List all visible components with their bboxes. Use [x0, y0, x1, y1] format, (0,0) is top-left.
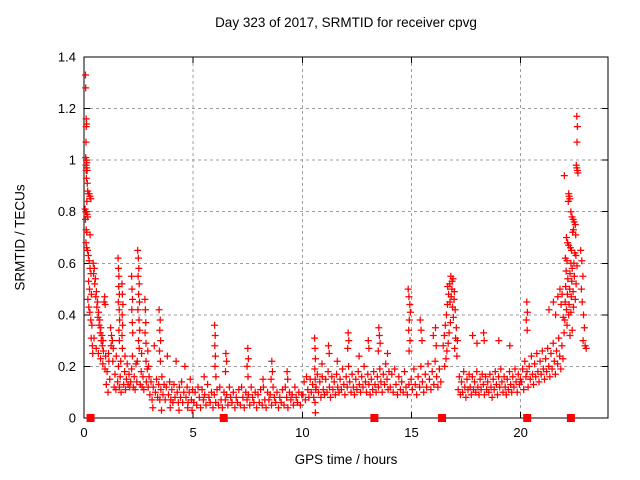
x-tick-label: 20: [513, 425, 527, 440]
scatter-points: [81, 71, 590, 417]
y-tick-label: 1.2: [58, 101, 76, 116]
x-tick-label: 0: [80, 425, 87, 440]
chart-title: Day 323 of 2017, SRMTID for receiver cpv…: [215, 15, 477, 30]
y-tick-label: 0.8: [58, 204, 76, 219]
axis-gap-marker: [219, 414, 228, 422]
axis-gap-marker: [566, 414, 575, 422]
y-tick-label: 0: [69, 411, 76, 426]
gridlines: [84, 57, 608, 418]
plot-border: [83, 56, 609, 419]
x-tick-label: 5: [190, 425, 197, 440]
axis-gap-marker: [438, 414, 447, 422]
x-tick-label: 15: [404, 425, 418, 440]
y-tick-label: 0.6: [58, 256, 76, 271]
axis-gap-marker: [86, 414, 95, 422]
axis-gap-marker: [523, 414, 532, 422]
y-tick-label: 1.4: [58, 50, 76, 65]
y-tick-label: 0.4: [58, 307, 76, 322]
x-axis-label: GPS time / hours: [294, 452, 398, 467]
x-tick-label: 10: [295, 425, 309, 440]
axis-gap-marker: [370, 414, 379, 422]
y-tick-label: 1: [69, 153, 76, 168]
y-tick-label: 0.2: [58, 359, 76, 374]
